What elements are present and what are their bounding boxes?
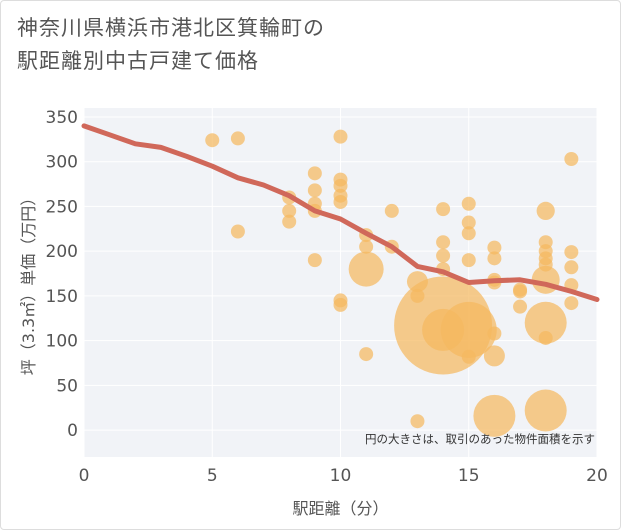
y-tick-label: 100 <box>46 332 78 352</box>
trend-line <box>81 123 600 302</box>
bubble-layer <box>205 129 579 437</box>
data-point <box>538 257 553 272</box>
data-point <box>384 203 399 218</box>
data-point <box>483 345 505 367</box>
data-point <box>487 326 502 341</box>
chart-title: 神奈川県横浜市港北区箕輪町の 駅距離別中古戸建て価格 <box>17 12 325 78</box>
data-point <box>436 202 451 217</box>
data-point <box>564 260 579 275</box>
data-point <box>564 296 579 311</box>
y-tick-label: 250 <box>46 197 78 217</box>
data-point <box>307 253 322 268</box>
data-point <box>406 271 428 293</box>
y-tick-label: 50 <box>56 376 78 396</box>
data-point <box>564 245 579 260</box>
x-axis-ticks: 0 5 10 15 20 <box>79 466 608 486</box>
data-point <box>205 133 220 148</box>
y-tick-label: 0 <box>67 421 78 441</box>
data-point <box>307 183 322 198</box>
x-tick-label: 5 <box>207 466 218 486</box>
data-point <box>524 389 567 432</box>
data-point <box>473 394 516 437</box>
data-point <box>422 308 465 351</box>
data-point <box>359 347 374 362</box>
data-point <box>410 288 425 303</box>
chart-title-line-2: 駅距離別中古戸建て価格 <box>17 49 259 73</box>
data-point <box>536 201 555 221</box>
data-point <box>513 299 528 314</box>
data-point <box>333 129 348 144</box>
data-point <box>230 131 245 146</box>
data-point <box>538 330 553 345</box>
data-point <box>461 226 476 241</box>
y-axis-label: 坪（3.3㎡）単価（万円） <box>19 190 38 375</box>
data-point <box>348 251 384 287</box>
data-point <box>410 414 425 429</box>
data-point <box>359 239 374 254</box>
data-point <box>461 215 476 230</box>
data-point <box>230 224 245 239</box>
data-point <box>461 253 476 268</box>
y-tick-label: 150 <box>46 287 78 307</box>
x-tick-label: 20 <box>586 466 608 486</box>
y-tick-label: 350 <box>46 108 78 128</box>
x-tick-label: 0 <box>79 466 90 486</box>
data-point <box>461 349 476 364</box>
data-point <box>333 297 348 312</box>
x-axis-label: 駅距離（分） <box>292 499 388 518</box>
x-tick-label: 15 <box>458 466 480 486</box>
data-point <box>333 194 348 209</box>
data-point <box>564 152 579 167</box>
bubble-size-note: 円の大きさは、取引のあった物件面積を示す <box>365 432 595 446</box>
data-point <box>333 178 348 193</box>
y-axis-ticks: 0 50 100 150 200 250 300 350 <box>46 108 78 441</box>
x-tick-label: 10 <box>330 466 352 486</box>
chart-title-line-1: 神奈川県横浜市港北区箕輪町の <box>17 16 325 40</box>
y-tick-label: 300 <box>46 153 78 173</box>
data-point <box>436 235 451 250</box>
data-point <box>487 240 502 255</box>
grid-lines <box>83 108 598 457</box>
data-point <box>436 248 451 263</box>
data-point <box>513 284 528 299</box>
data-point <box>282 214 297 229</box>
y-tick-label: 200 <box>46 242 78 262</box>
data-point <box>307 166 322 181</box>
data-point <box>461 196 476 211</box>
data-point <box>282 203 297 218</box>
data-point <box>524 301 567 344</box>
data-point <box>487 251 502 266</box>
